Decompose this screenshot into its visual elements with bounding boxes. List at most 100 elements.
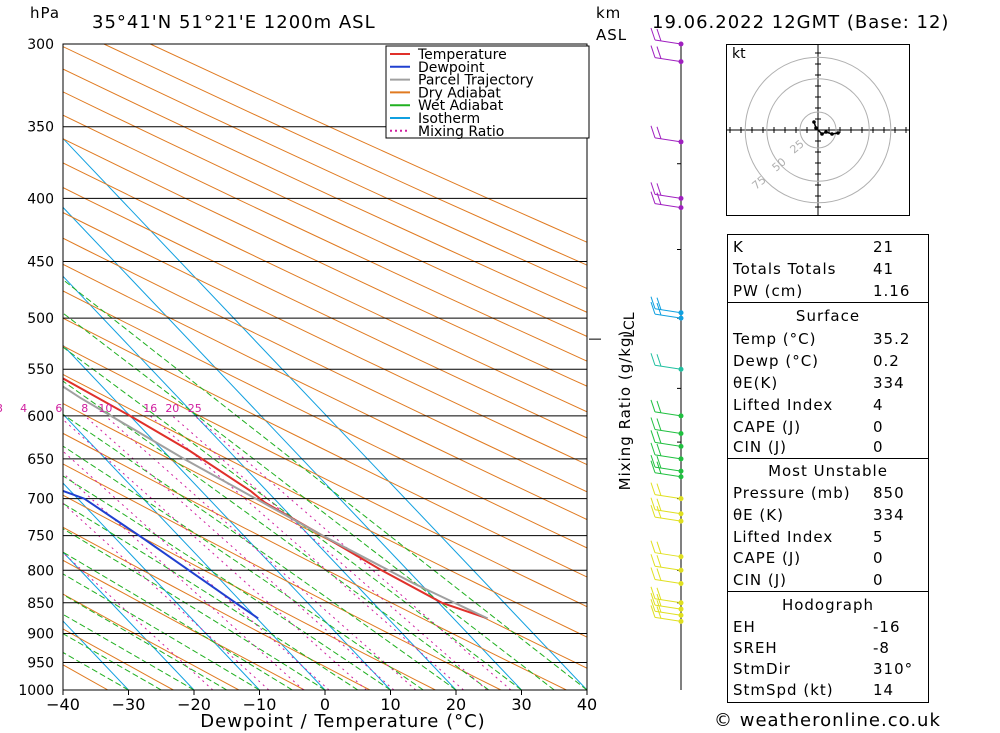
mixing-ratio-line [84,415,395,690]
x-tick-label: −40 [46,695,80,714]
pressure-tick-label: 850 [27,596,54,612]
wind-barb-shaft [654,472,682,478]
wind-barb-flag [650,586,656,599]
wet-adiabat-line [63,413,457,690]
legend-label: Mixing Ratio [418,124,504,140]
legend-label: Dry Adiabat [418,85,501,101]
pw-value: 1.16 [873,282,911,300]
x-tick-label: −10 [243,695,277,714]
dry-adiabat-line [150,44,587,243]
legend-box [385,45,590,139]
wind-barb-flag [656,587,662,600]
pressure-tick-label: 950 [27,655,54,671]
surface-temp-label: Temp (°C) [733,330,817,348]
pressure-tick-label: 750 [27,529,54,545]
wind-barb-flag [656,461,662,474]
mixing-ratio-label: 16 [143,402,157,415]
wind-barb-flag [656,606,662,619]
mu-cin-value: 0 [873,571,884,589]
wind-barb-flag [650,430,656,443]
wind-barb-flag [656,568,662,581]
stmdir-value: 310° [873,660,914,678]
mu-theta-label: θE (K) [733,506,784,524]
eh-label: EH [733,618,756,636]
surface-li-label: Lifted Index [733,396,834,414]
wind-barb-flag [650,540,656,553]
wind-barb-shaft [654,598,682,604]
mu-li-value: 5 [873,528,884,546]
asl-label: ASL [596,26,628,44]
k-label: K [733,238,744,256]
surface-dewp-value: 0.2 [873,352,900,370]
legend-label: Dewpoint [418,60,485,76]
isotherm-line [63,620,129,690]
dry-adiabat-line [63,345,587,608]
stmdir-label: StmDir [733,660,791,678]
wet-adiabat-line [63,346,522,690]
mu-li-label: Lifted Index [733,528,834,546]
wind-barbs [650,27,684,624]
wet-adiabat-line [63,633,162,690]
wind-barb-shaft [654,364,682,370]
pressure-tick-label: 800 [27,563,54,579]
wind-barb-flag [650,497,656,510]
pressure-tick-label: 500 [27,311,54,327]
isotherm-line [63,413,326,690]
x-tick-label: 0 [320,695,330,714]
dry-adiabat-line [63,593,240,690]
series-parcel-trajectory [63,385,488,620]
hodograph-indices-panel: Hodograph EH -16 SREH -8 StmDir 310° StmSpd… [727,591,929,703]
pressure-tick-label: 350 [27,120,54,136]
x-tick-label: −30 [112,695,146,714]
hodograph-ring [799,111,837,149]
hodograph-point [812,120,816,124]
pressure-tick-label: 550 [27,362,54,378]
isotherm-line [63,344,391,690]
isotherm-line [63,206,522,690]
wind-barb-flag [656,28,662,42]
hodograph-ring [766,78,870,182]
wind-barb-flag [656,400,662,414]
wind-level-dot [678,59,684,65]
dry-adiabat-line [63,68,587,313]
wind-barb-flag [656,46,662,59]
x-tick-label: −20 [177,695,211,714]
surface-cape-value: 0 [873,418,884,436]
hodo-title: Hodograph [781,596,875,614]
legend-label: Isotherm [418,111,480,127]
wind-barb-shaft [654,441,682,447]
surface-dewp-label: Dewp (°C) [733,352,820,370]
pressure-tick-label: 650 [27,452,54,468]
pressure-tick-label: 900 [27,626,54,642]
pressure-tick-label: 1000 [18,683,54,699]
profile-lines [63,377,488,620]
wind-barb-shaft [654,57,682,63]
wet-adiabats [63,279,587,690]
hodograph-unit: kt [732,46,746,62]
wind-barb-flag [650,399,656,413]
surface-cin-label: CIN (J) [733,438,788,456]
pressure-levels [63,43,587,691]
km-label: km [596,4,622,22]
wind-barb-shaft [654,429,682,435]
mixing-ratio-axis-label: Mixing Ratio (g/kg) [616,330,634,491]
mixing-ratio-line [63,450,330,690]
dry-adiabat-line [63,432,567,690]
mu-cin-label: CIN (J) [733,571,788,589]
surface-panel: Surface Temp (°C) 35.2 Dewp (°C) 0.2 θE(K)… [727,302,929,460]
mixing-ratio-line [63,418,367,690]
wind-barb-flag [656,541,662,554]
x-tick-label: 30 [511,695,531,714]
wind-barb-flag [650,567,656,580]
wind-barb-flag [650,592,656,606]
wet-adiabat-line [63,279,587,690]
wind-barb-flag [650,504,656,518]
wind-barb-flag [656,555,662,568]
mixing-ratio-label: 3 [0,402,3,415]
wind-barb-shaft [654,565,682,571]
wind-barb-flag [656,297,662,310]
datetime-title: 19.06.2022 12GMT (Base: 12) [652,12,950,33]
copyright-link[interactable]: © weatheronline.co.uk [714,710,941,731]
hodograph-point [836,131,840,135]
